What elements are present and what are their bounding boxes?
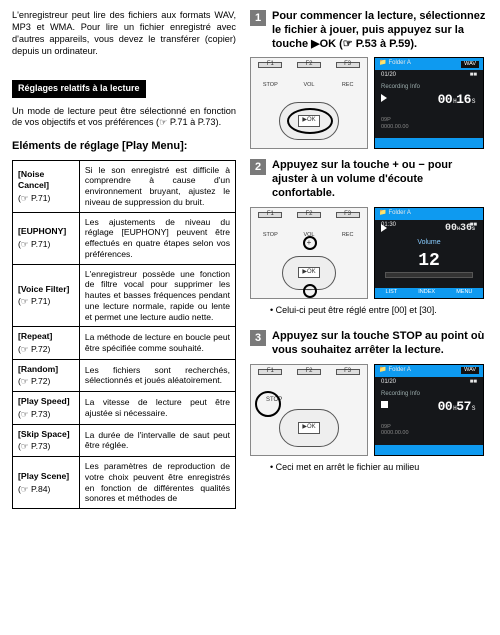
table-row: [EUPHONY](☞ P.71)Les ajustements de nive… <box>13 212 236 264</box>
setting-label: [Random](☞ P.72) <box>13 359 80 391</box>
setting-label: [EUPHONY](☞ P.71) <box>13 212 80 264</box>
setting-desc: Si le son enregistré est difficile à com… <box>79 160 235 212</box>
f1-button: F1 <box>258 62 282 68</box>
left-column: L'enregistreur peut lire des fichiers au… <box>12 10 236 509</box>
setting-label: [Play Scene](☞ P.84) <box>13 457 80 509</box>
lcd-screen-3: Folder AWAV 01/20■■ Recording Info 00H57… <box>374 364 484 456</box>
step-3: 3 Appuyez sur la touche STOP au point où… <box>250 330 488 473</box>
step-number: 1 <box>250 10 266 26</box>
lcd-screen-1: Folder AWAV 01/20■■ Recording Info 00H16… <box>374 57 484 149</box>
table-row: [Voice Filter](☞ P.71)L'enregistreur pos… <box>13 264 236 327</box>
setting-label: [Play Speed](☞ P.73) <box>13 392 80 424</box>
minus-icon: – <box>306 284 311 296</box>
step2-note: Celui-ci peut être réglé entre [00] et [… <box>270 305 488 317</box>
table-row: [Random](☞ P.72)Les fichiers sont recher… <box>13 359 236 391</box>
right-column: 1 Pour commencer la lecture, sélectionne… <box>250 10 488 509</box>
table-row: [Play Scene](☞ P.84)Les paramètres de re… <box>13 457 236 509</box>
f2-button: F2 <box>297 62 321 68</box>
rec-label: REC <box>336 82 360 89</box>
step-text: Appuyez sur la touche + ou − pour ajuste… <box>272 159 488 200</box>
play-menu-table: [Noise Cancel](☞ P.71)Si le son enregist… <box>12 160 236 509</box>
table-row: [Repeat](☞ P.72)La méthode de lecture en… <box>13 327 236 359</box>
mode-paragraph: Un mode de lecture peut être sélectionné… <box>12 106 236 130</box>
f3-button: F3 <box>336 62 360 68</box>
lcd-screen-2: Folder A 01:30■■ 00H36S Volume 12 LIST I… <box>374 207 484 299</box>
play-menu-heading: Eléments de réglage [Play Menu]: <box>12 139 236 153</box>
setting-desc: La vitesse de lecture peut être ajustée … <box>79 392 235 424</box>
step-text: Pour commencer la lecture, sélectionnez … <box>272 10 488 51</box>
setting-label: [Skip Space](☞ P.73) <box>13 424 80 456</box>
table-row: [Play Speed](☞ P.73)La vitesse de lectur… <box>13 392 236 424</box>
setting-desc: Les fichiers sont recherchés, sélectionn… <box>79 359 235 391</box>
setting-desc: Les ajustements de niveau du réglage [EU… <box>79 212 235 264</box>
vol-label: VOL <box>297 82 321 89</box>
setting-label: [Repeat](☞ P.72) <box>13 327 80 359</box>
table-row: [Noise Cancel](☞ P.71)Si le son enregist… <box>13 160 236 212</box>
setting-desc: L'enregistreur possède une fonction de f… <box>79 264 235 327</box>
stop-label: STOP <box>258 82 282 89</box>
section-heading-black: Réglages relatifs à la lecture <box>12 80 146 98</box>
device-diagram-2: F1 F2 F3 STOP VOL REC + ▶OK – <box>250 207 368 299</box>
table-row: [Skip Space](☞ P.73)La durée de l'interv… <box>13 424 236 456</box>
step-text: Appuyez sur la touche STOP au point où v… <box>272 330 488 358</box>
device-diagram-3: F1 F2 F3 STOP ▶OK <box>250 364 368 456</box>
setting-label: [Voice Filter](☞ P.71) <box>13 264 80 327</box>
device-diagram-1: F1 F2 F3 STOP VOL REC ▶OK <box>250 57 368 149</box>
setting-desc: La durée de l'intervalle de saut peut êt… <box>79 424 235 456</box>
step3-note: Ceci met en arrêt le fichier au milieu <box>270 462 488 474</box>
intro-paragraph: L'enregistreur peut lire des fichiers au… <box>12 10 236 58</box>
step-1: 1 Pour commencer la lecture, sélectionne… <box>250 10 488 149</box>
setting-label: [Noise Cancel](☞ P.71) <box>13 160 80 212</box>
step-number: 3 <box>250 330 266 346</box>
setting-desc: La méthode de lecture en boucle peut êtr… <box>79 327 235 359</box>
step-number: 2 <box>250 159 266 175</box>
setting-desc: Les paramètres de reproduction de votre … <box>79 457 235 509</box>
step-2: 2 Appuyez sur la touche + ou − pour ajus… <box>250 159 488 316</box>
